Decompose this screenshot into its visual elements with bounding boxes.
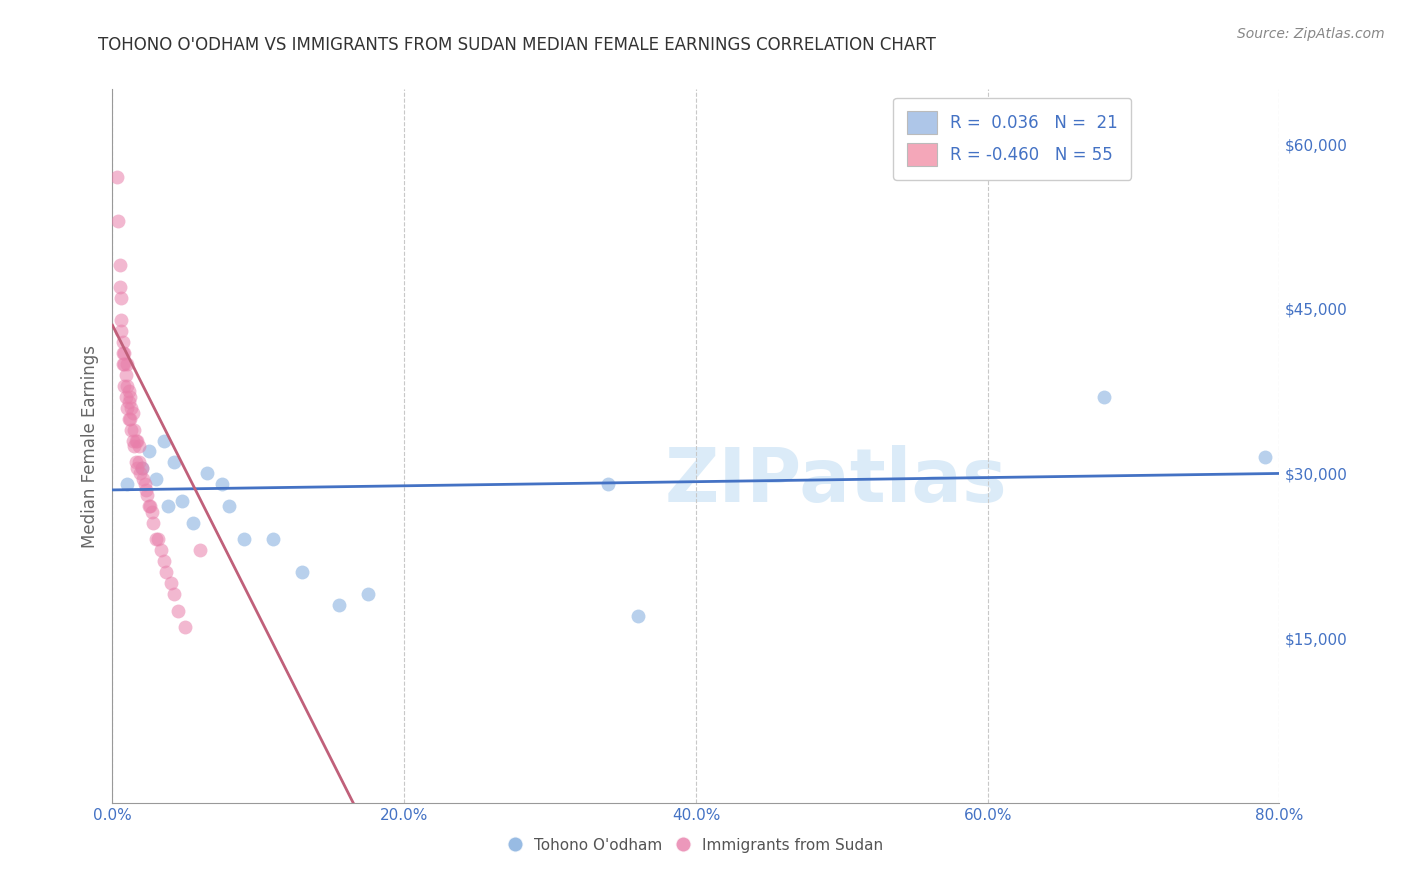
Point (138, 444, 160, 458)
Y-axis label: Median Female Earnings: Median Female Earnings (80, 344, 98, 548)
Point (131, 461, 153, 475)
Point (132, 472, 155, 486)
Point (172, 494, 194, 508)
Point (139, 500, 162, 514)
Point (357, 587, 380, 601)
Point (120, 401, 142, 415)
Point (211, 477, 233, 491)
Point (112, 357, 135, 371)
Point (141, 505, 163, 519)
Point (125, 455, 148, 469)
Point (262, 533, 284, 547)
Point (156, 500, 179, 514)
Point (111, 334, 134, 349)
Point (125, 434, 148, 448)
Point (128, 439, 150, 453)
Point (112, 345, 135, 359)
Point (120, 423, 142, 437)
Point (118, 390, 141, 404)
Point (1094, 390, 1116, 404)
Point (328, 598, 350, 612)
Point (110, 291, 132, 305)
Point (105, 169, 128, 184)
Point (111, 345, 134, 359)
Point (145, 472, 167, 486)
Point (110, 312, 132, 326)
Point (114, 368, 136, 382)
Point (174, 620, 197, 634)
Point (114, 390, 136, 404)
Text: ZIPatlas: ZIPatlas (665, 445, 1007, 518)
Point (129, 467, 152, 481)
Point (291, 566, 314, 580)
Point (155, 566, 177, 580)
Point (136, 488, 159, 502)
Point (115, 477, 138, 491)
Point (108, 258, 131, 272)
Point (115, 357, 138, 371)
Point (218, 500, 240, 514)
Point (149, 543, 172, 558)
Point (135, 483, 157, 497)
Point (145, 533, 167, 547)
Point (127, 461, 149, 475)
Point (124, 423, 146, 437)
Point (152, 434, 174, 448)
Point (188, 543, 211, 558)
Point (107, 214, 129, 228)
Point (1254, 450, 1277, 464)
Point (131, 461, 153, 475)
Point (167, 604, 190, 618)
Point (117, 395, 139, 409)
Point (163, 455, 186, 469)
Point (598, 477, 620, 491)
Point (112, 378, 135, 392)
Text: TOHONO O'ODHAM VS IMMIGRANTS FROM SUDAN MEDIAN FEMALE EARNINGS CORRELATION CHART: TOHONO O'ODHAM VS IMMIGRANTS FROM SUDAN … (98, 36, 936, 54)
Legend: Tohono O'odham, Immigrants from Sudan: Tohono O'odham, Immigrants from Sudan (503, 832, 889, 859)
Point (181, 516, 204, 530)
Point (627, 609, 650, 624)
Point (115, 378, 138, 392)
Point (127, 434, 149, 448)
Point (142, 516, 165, 530)
Point (117, 384, 139, 398)
Point (160, 576, 183, 591)
Point (128, 455, 150, 469)
Text: Source: ZipAtlas.com: Source: ZipAtlas.com (1237, 27, 1385, 41)
Point (111, 357, 134, 371)
Point (115, 401, 138, 415)
Point (134, 477, 156, 491)
Point (124, 439, 146, 453)
Point (122, 434, 145, 448)
Point (117, 411, 139, 425)
Point (138, 500, 160, 514)
Point (232, 533, 254, 547)
Point (152, 554, 174, 568)
Point (163, 587, 186, 601)
Point (195, 467, 218, 481)
Point (110, 324, 132, 338)
Point (122, 406, 145, 420)
Point (146, 533, 169, 547)
Point (108, 280, 131, 294)
Point (118, 411, 141, 425)
